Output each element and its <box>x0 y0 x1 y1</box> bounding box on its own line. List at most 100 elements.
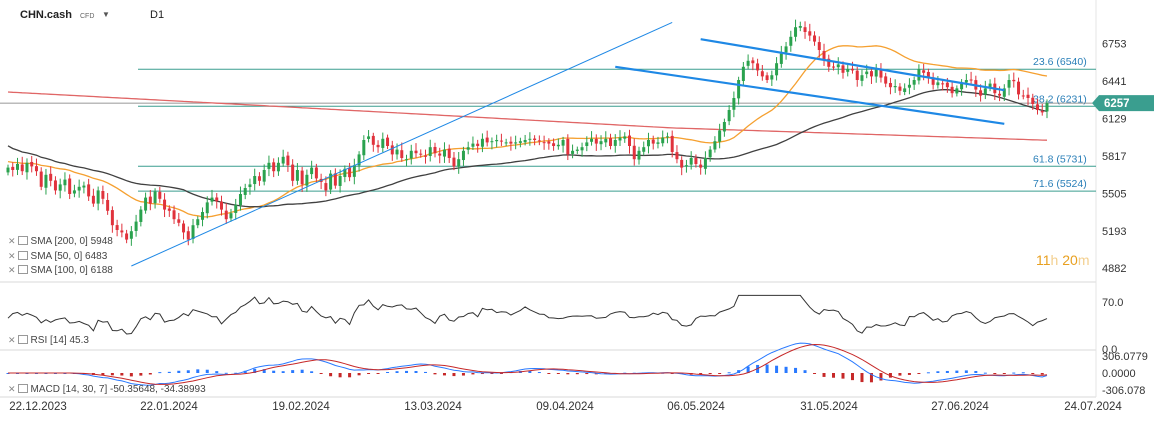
candlestick[interactable] <box>955 85 959 97</box>
candlestick[interactable] <box>139 206 143 227</box>
candlestick[interactable] <box>784 41 788 60</box>
candlestick[interactable] <box>433 142 437 158</box>
candlestick[interactable] <box>253 168 257 191</box>
close-icon[interactable]: ✕ <box>8 384 16 394</box>
candlestick[interactable] <box>1021 89 1025 100</box>
candlestick[interactable] <box>381 132 385 153</box>
candlestick[interactable] <box>238 186 242 211</box>
candlestick[interactable] <box>646 132 650 154</box>
candlestick[interactable] <box>291 159 295 187</box>
candlestick[interactable] <box>68 174 72 200</box>
candlestick[interactable] <box>642 141 646 156</box>
close-icon[interactable]: ✕ <box>8 251 16 261</box>
candlestick[interactable] <box>542 135 546 150</box>
candlestick[interactable] <box>594 134 598 151</box>
candlestick[interactable] <box>656 136 660 149</box>
rsi-legend[interactable]: ✕ RSI [14] 45.3 <box>8 335 89 346</box>
candlestick[interactable] <box>172 205 176 224</box>
candlestick[interactable] <box>964 73 968 88</box>
candlestick[interactable] <box>300 166 304 192</box>
candlestick[interactable] <box>338 169 342 193</box>
candlestick[interactable] <box>333 168 337 189</box>
candlestick[interactable] <box>96 186 100 211</box>
candlestick[interactable] <box>224 203 228 224</box>
candlestick[interactable] <box>25 158 29 180</box>
candlestick[interactable] <box>760 65 764 81</box>
candlestick[interactable] <box>286 151 290 172</box>
candlestick[interactable] <box>779 45 783 68</box>
candlestick[interactable] <box>177 212 181 227</box>
candlestick[interactable] <box>528 132 532 146</box>
candlestick[interactable] <box>414 143 418 158</box>
candlestick[interactable] <box>77 179 81 198</box>
candlestick[interactable] <box>129 226 133 246</box>
candlestick[interactable] <box>106 193 110 215</box>
candlestick[interactable] <box>803 21 807 39</box>
candlestick[interactable] <box>794 19 798 42</box>
candlestick[interactable] <box>950 80 954 98</box>
candlestick[interactable] <box>49 166 53 187</box>
candlestick[interactable] <box>428 139 432 162</box>
candlestick[interactable] <box>490 137 494 150</box>
candlestick[interactable] <box>471 136 475 150</box>
timeframe-selector[interactable]: D1 <box>150 9 165 21</box>
candlestick[interactable] <box>400 142 404 162</box>
candlestick[interactable] <box>343 165 347 183</box>
candlestick[interactable] <box>101 185 105 205</box>
sma200-legend[interactable]: ✕ SMA [200, 0] 5948 <box>8 236 113 247</box>
candlestick[interactable] <box>518 137 522 148</box>
candlestick[interactable] <box>186 226 190 246</box>
candlestick[interactable] <box>756 58 760 77</box>
candlestick[interactable] <box>556 138 560 150</box>
candlestick[interactable] <box>219 195 223 216</box>
candlestick[interactable] <box>613 134 617 153</box>
candlestick[interactable] <box>552 138 556 151</box>
candlestick[interactable] <box>205 196 209 219</box>
candlestick[interactable] <box>1045 99 1049 119</box>
candlestick[interactable] <box>215 193 219 209</box>
candlestick[interactable] <box>248 178 252 195</box>
candlestick[interactable] <box>63 172 67 192</box>
trendlines[interactable] <box>131 21 1005 267</box>
settings-icon[interactable] <box>17 251 28 260</box>
candlestick[interactable] <box>632 138 636 166</box>
candlestick[interactable] <box>295 163 299 185</box>
candlestick[interactable] <box>722 118 726 137</box>
candlestick[interactable] <box>604 131 608 148</box>
candlestick[interactable] <box>585 136 589 152</box>
candlestick[interactable] <box>623 132 627 143</box>
candlestick[interactable] <box>931 72 935 90</box>
candlestick[interactable] <box>609 133 613 150</box>
candlestick[interactable] <box>1026 87 1030 106</box>
candlestick[interactable] <box>960 79 964 96</box>
candlestick[interactable] <box>599 135 603 151</box>
sma100-legend[interactable]: ✕ SMA [100, 0] 6188 <box>8 265 113 276</box>
candlestick[interactable] <box>362 135 366 161</box>
candlestick[interactable] <box>148 190 152 211</box>
candlestick[interactable] <box>1031 93 1035 110</box>
candlestick[interactable] <box>153 188 157 209</box>
candlestick[interactable] <box>134 214 138 237</box>
candlestick[interactable] <box>827 54 831 72</box>
candlestick[interactable] <box>708 146 712 162</box>
candlestick[interactable] <box>789 30 793 52</box>
close-icon[interactable]: ✕ <box>8 335 16 345</box>
candlestick[interactable] <box>466 141 470 155</box>
candlestick[interactable] <box>447 144 451 164</box>
candlestick[interactable] <box>53 176 57 195</box>
candlesticks[interactable] <box>6 19 1049 246</box>
candlestick[interactable] <box>167 205 171 217</box>
candlestick[interactable] <box>1017 77 1021 100</box>
candlestick[interactable] <box>276 157 280 176</box>
candlestick[interactable] <box>376 140 380 153</box>
candlestick[interactable] <box>314 163 318 182</box>
candlestick[interactable] <box>72 184 76 198</box>
candlestick[interactable] <box>670 130 674 158</box>
candlestick[interactable] <box>751 57 755 71</box>
candlestick[interactable] <box>675 145 679 164</box>
candlestick[interactable] <box>770 70 774 86</box>
candlestick[interactable] <box>405 154 409 167</box>
candlestick[interactable] <box>452 152 456 171</box>
settings-icon[interactable] <box>17 384 28 393</box>
